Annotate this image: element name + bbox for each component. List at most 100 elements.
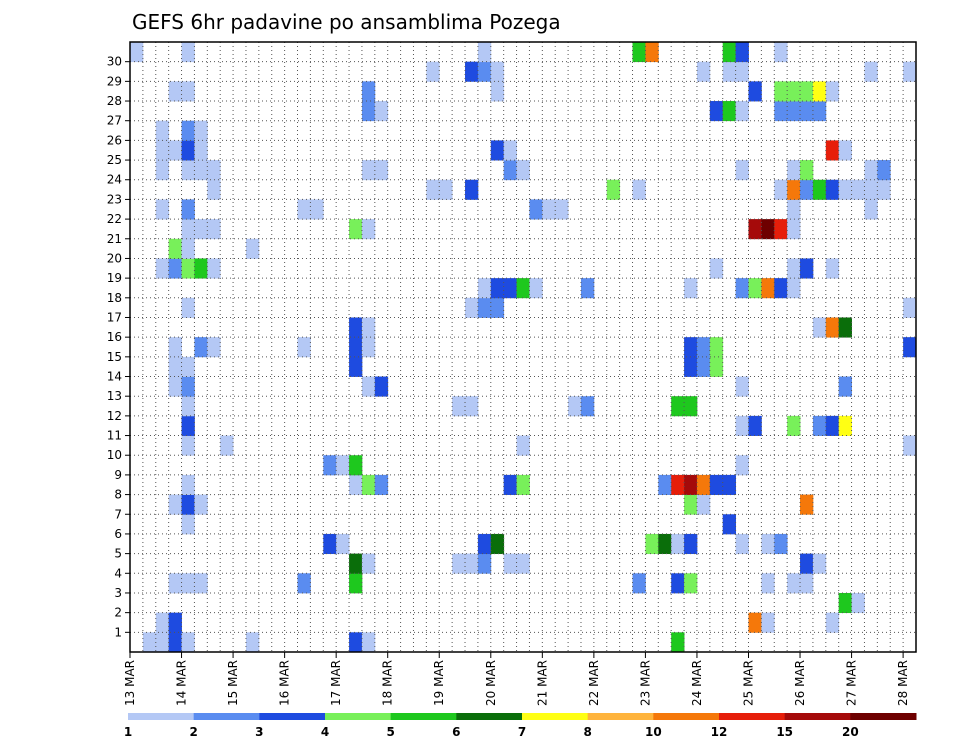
- x-tick-label: 14 MAR: [175, 660, 189, 706]
- heatmap-cell: [748, 612, 762, 633]
- legend-swatch: [784, 713, 851, 720]
- x-tick-label: 26 MAR: [793, 660, 807, 706]
- heatmap-cell: [658, 474, 672, 495]
- x-tick-label: 17 MAR: [329, 660, 343, 706]
- heatmap-cell: [709, 337, 724, 358]
- x-tick-label: 28 MAR: [896, 660, 910, 706]
- heatmap-cell: [787, 219, 801, 240]
- y-tick-label: 13: [107, 389, 122, 403]
- heatmap-cell: [194, 219, 208, 240]
- heatmap-cell: [336, 533, 350, 555]
- heatmap-cell: [671, 474, 685, 495]
- heatmap-cell: [800, 553, 814, 574]
- heatmap-cell: [684, 474, 698, 495]
- heatmap-cell: [168, 632, 182, 653]
- heatmap-cell: [748, 278, 762, 299]
- x-axis-ticks: 13 MAR 14 MAR 15 MAR 16 MAR 17 MAR 18 MAR 19 M…: [123, 652, 910, 706]
- heatmap-cell: [774, 219, 788, 240]
- heatmap-cell: [800, 258, 814, 279]
- heatmap-cell: [761, 278, 775, 299]
- heatmap-cell: [838, 179, 852, 200]
- heatmap-cell: [297, 199, 311, 220]
- heatmap-cell: [838, 376, 852, 397]
- heatmap-cell: [877, 179, 891, 200]
- heatmap-cell: [477, 42, 492, 63]
- legend-swatch: [719, 713, 786, 720]
- y-tick-label: 7: [114, 507, 122, 521]
- heatmap-cell: [168, 573, 182, 594]
- heatmap-cell: [490, 61, 505, 82]
- heatmap-cell: [696, 356, 711, 377]
- heatmap-cell: [181, 632, 195, 653]
- x-tick-label: 27 MAR: [845, 660, 859, 706]
- heatmap-cell: [503, 474, 517, 495]
- heatmap-cell: [812, 81, 827, 102]
- heatmap-cell: [684, 278, 698, 299]
- heatmap-cell: [207, 258, 221, 279]
- heatmap-cell: [181, 376, 195, 397]
- heatmap-cell: [645, 533, 659, 555]
- heatmap-cell: [684, 494, 698, 515]
- heatmap-cell: [374, 474, 389, 495]
- legend-label: 10: [645, 725, 662, 739]
- heatmap-cell: [194, 494, 208, 515]
- heatmap-cell: [181, 494, 195, 515]
- heatmap-cell: [516, 278, 530, 299]
- heatmap-cell: [130, 42, 144, 63]
- heatmap-cell: [503, 140, 517, 161]
- heatmap-cell: [838, 415, 852, 436]
- heatmap-cell: [207, 337, 221, 358]
- y-tick-label: 15: [107, 350, 122, 364]
- heatmap-cell: [361, 101, 376, 122]
- legend-swatch: [522, 713, 589, 720]
- heatmap-cell: [864, 179, 878, 200]
- heatmap-cell: [361, 337, 376, 358]
- heatmap-cell: [903, 61, 917, 82]
- heatmap-cell: [168, 81, 182, 102]
- heatmap-cell: [245, 238, 260, 259]
- y-tick-label: 10: [107, 448, 122, 462]
- legend-swatch: [128, 713, 195, 720]
- x-tick-label: 23 MAR: [638, 660, 652, 706]
- heatmap-cell: [838, 317, 852, 338]
- heatmap-cell: [722, 101, 737, 122]
- heatmap-cells: [130, 42, 917, 653]
- heatmap-cell: [542, 199, 556, 220]
- heatmap-cell: [349, 553, 363, 574]
- legend-label: 4: [321, 725, 329, 739]
- heatmap-cell: [207, 160, 221, 181]
- heatmap-cell: [787, 160, 801, 181]
- heatmap-cell: [181, 160, 195, 181]
- heatmap-cell: [696, 61, 711, 82]
- legend-label: 1: [124, 725, 132, 739]
- heatmap-cell: [787, 573, 801, 594]
- heatmap-cell: [490, 81, 505, 102]
- heatmap-cell: [684, 573, 698, 594]
- heatmap-cell: [671, 573, 685, 594]
- heatmap-cell: [349, 337, 363, 358]
- heatmap-cell: [825, 317, 840, 338]
- heatmap-cell: [774, 533, 788, 555]
- y-tick-label: 20: [107, 251, 122, 265]
- heatmap-cell: [503, 160, 517, 181]
- heatmap-cell: [194, 140, 208, 161]
- heatmap-cell: [787, 258, 801, 279]
- y-tick-label: 1: [114, 625, 122, 639]
- heatmap-cell: [194, 573, 208, 594]
- heatmap-cell: [864, 160, 878, 181]
- heatmap-cell: [800, 573, 814, 594]
- heatmap-cell: [297, 573, 311, 594]
- heatmap-cell: [787, 101, 801, 122]
- heatmap-cell: [800, 81, 814, 102]
- heatmap-cell: [877, 160, 891, 181]
- heatmap-cell: [722, 42, 737, 63]
- heatmap-cell: [181, 140, 195, 161]
- heatmap-cell: [787, 199, 801, 220]
- chart-title: GEFS 6hr padavine po ansamblima Pozega: [132, 10, 561, 34]
- heatmap-cell: [194, 160, 208, 181]
- heatmap-cell: [361, 553, 376, 574]
- heatmap-cell: [516, 553, 530, 574]
- heatmap-cell: [774, 101, 788, 122]
- heatmap-cell: [477, 553, 492, 574]
